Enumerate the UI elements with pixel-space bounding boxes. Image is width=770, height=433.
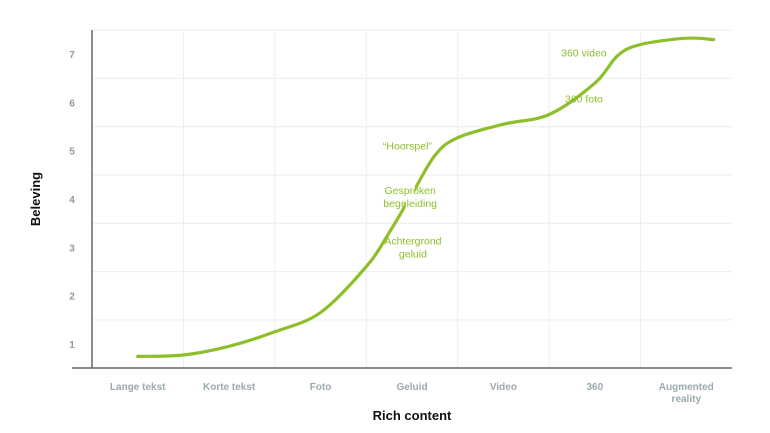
- y-tick-label: 5: [69, 147, 75, 158]
- x-tick-label: Foto: [310, 382, 332, 393]
- x-tick-label: Lange tekst: [110, 382, 166, 393]
- x-tick-label: Geluid: [396, 382, 427, 393]
- annotation-label: 360 foto: [565, 93, 603, 105]
- y-tick-label: 4: [69, 195, 75, 206]
- axes: [72, 30, 732, 369]
- y-tick-label: 3: [69, 243, 75, 254]
- x-tick-label: Korte tekst: [203, 382, 256, 393]
- y-tick-label: 7: [69, 50, 75, 61]
- x-tick-label: Video: [490, 382, 517, 393]
- annotations: 360 video 360 foto “Hoorspel” Gesproken bege…: [383, 42, 607, 265]
- x-tick-labels: Lange tekst Korte tekst Foto Geluid Video 360…: [110, 382, 714, 405]
- annotation-label: Gesproken begeleiding: [383, 185, 437, 210]
- x-tick-label: 360: [587, 382, 604, 393]
- annotation-label: Achtergrond geluid: [384, 235, 441, 260]
- x-tick-label: Augmented reality: [659, 382, 714, 405]
- y-axis-title: Beleving: [28, 172, 43, 226]
- annotation-backdrop: [408, 230, 418, 265]
- series-line: [136, 36, 716, 358]
- annotation-label: “Hoorspel”: [383, 141, 433, 153]
- grid: [92, 29, 732, 368]
- x-axis-title: Rich content: [373, 408, 452, 423]
- annotation-backdrop: [405, 180, 415, 215]
- y-tick-label: 1: [69, 340, 75, 351]
- annotation-label: 360 video: [561, 48, 607, 60]
- annotation-backdrop: [574, 42, 594, 64]
- series: [136, 36, 716, 358]
- y-tick-labels: 1 2 3 4 5 6 7: [69, 50, 75, 351]
- y-tick-label: 2: [69, 292, 75, 303]
- y-tick-label: 6: [69, 98, 75, 109]
